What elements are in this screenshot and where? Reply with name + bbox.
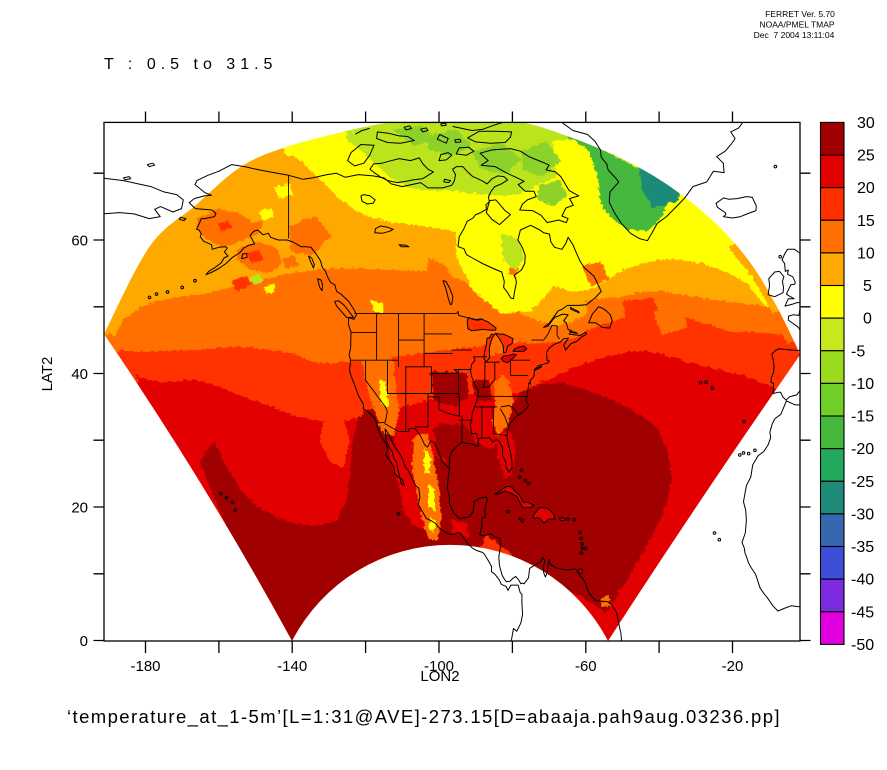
svg-text:NOAA/PMEL TMAP: NOAA/PMEL TMAP xyxy=(759,20,834,30)
svg-text:-45: -45 xyxy=(851,604,874,621)
svg-text:-20: -20 xyxy=(851,441,874,458)
svg-text:40: 40 xyxy=(71,366,88,383)
svg-text:20: 20 xyxy=(857,180,875,197)
svg-text:-15: -15 xyxy=(851,409,874,426)
svg-text:-40: -40 xyxy=(851,572,874,589)
svg-text:-180: -180 xyxy=(130,658,160,675)
svg-text:15: 15 xyxy=(857,213,875,230)
svg-text:-140: -140 xyxy=(277,658,307,675)
svg-text:-20: -20 xyxy=(722,658,744,675)
svg-text:5: 5 xyxy=(863,278,872,295)
svg-text:-5: -5 xyxy=(851,343,865,360)
svg-text:-100: -100 xyxy=(424,658,454,675)
svg-text:0: 0 xyxy=(80,633,88,650)
svg-text:0: 0 xyxy=(863,311,872,328)
svg-text:‘temperature_at_1-5m’[L=1:31@A: ‘temperature_at_1-5m’[L=1:31@AVE]-273.15… xyxy=(67,706,781,728)
svg-text:FERRET Ver. 5.70: FERRET Ver. 5.70 xyxy=(765,9,835,19)
svg-text:-35: -35 xyxy=(851,539,874,556)
svg-text:-50: -50 xyxy=(851,637,874,654)
svg-text:LAT2: LAT2 xyxy=(39,357,56,392)
svg-text:Dec 7 2004 13:11:04: Dec 7 2004 13:11:04 xyxy=(754,30,835,40)
svg-text:-60: -60 xyxy=(575,658,597,675)
svg-text:30: 30 xyxy=(857,115,875,132)
svg-text:-25: -25 xyxy=(851,474,874,491)
svg-text:10: 10 xyxy=(857,245,875,262)
svg-text:20: 20 xyxy=(71,500,88,517)
svg-text:LON2: LON2 xyxy=(420,668,459,685)
svg-text:T : 0.5 to 31.5: T : 0.5 to 31.5 xyxy=(104,56,277,73)
svg-text:25: 25 xyxy=(857,148,875,165)
svg-text:60: 60 xyxy=(71,233,88,250)
svg-text:-30: -30 xyxy=(851,506,874,523)
svg-text:-10: -10 xyxy=(851,376,874,393)
